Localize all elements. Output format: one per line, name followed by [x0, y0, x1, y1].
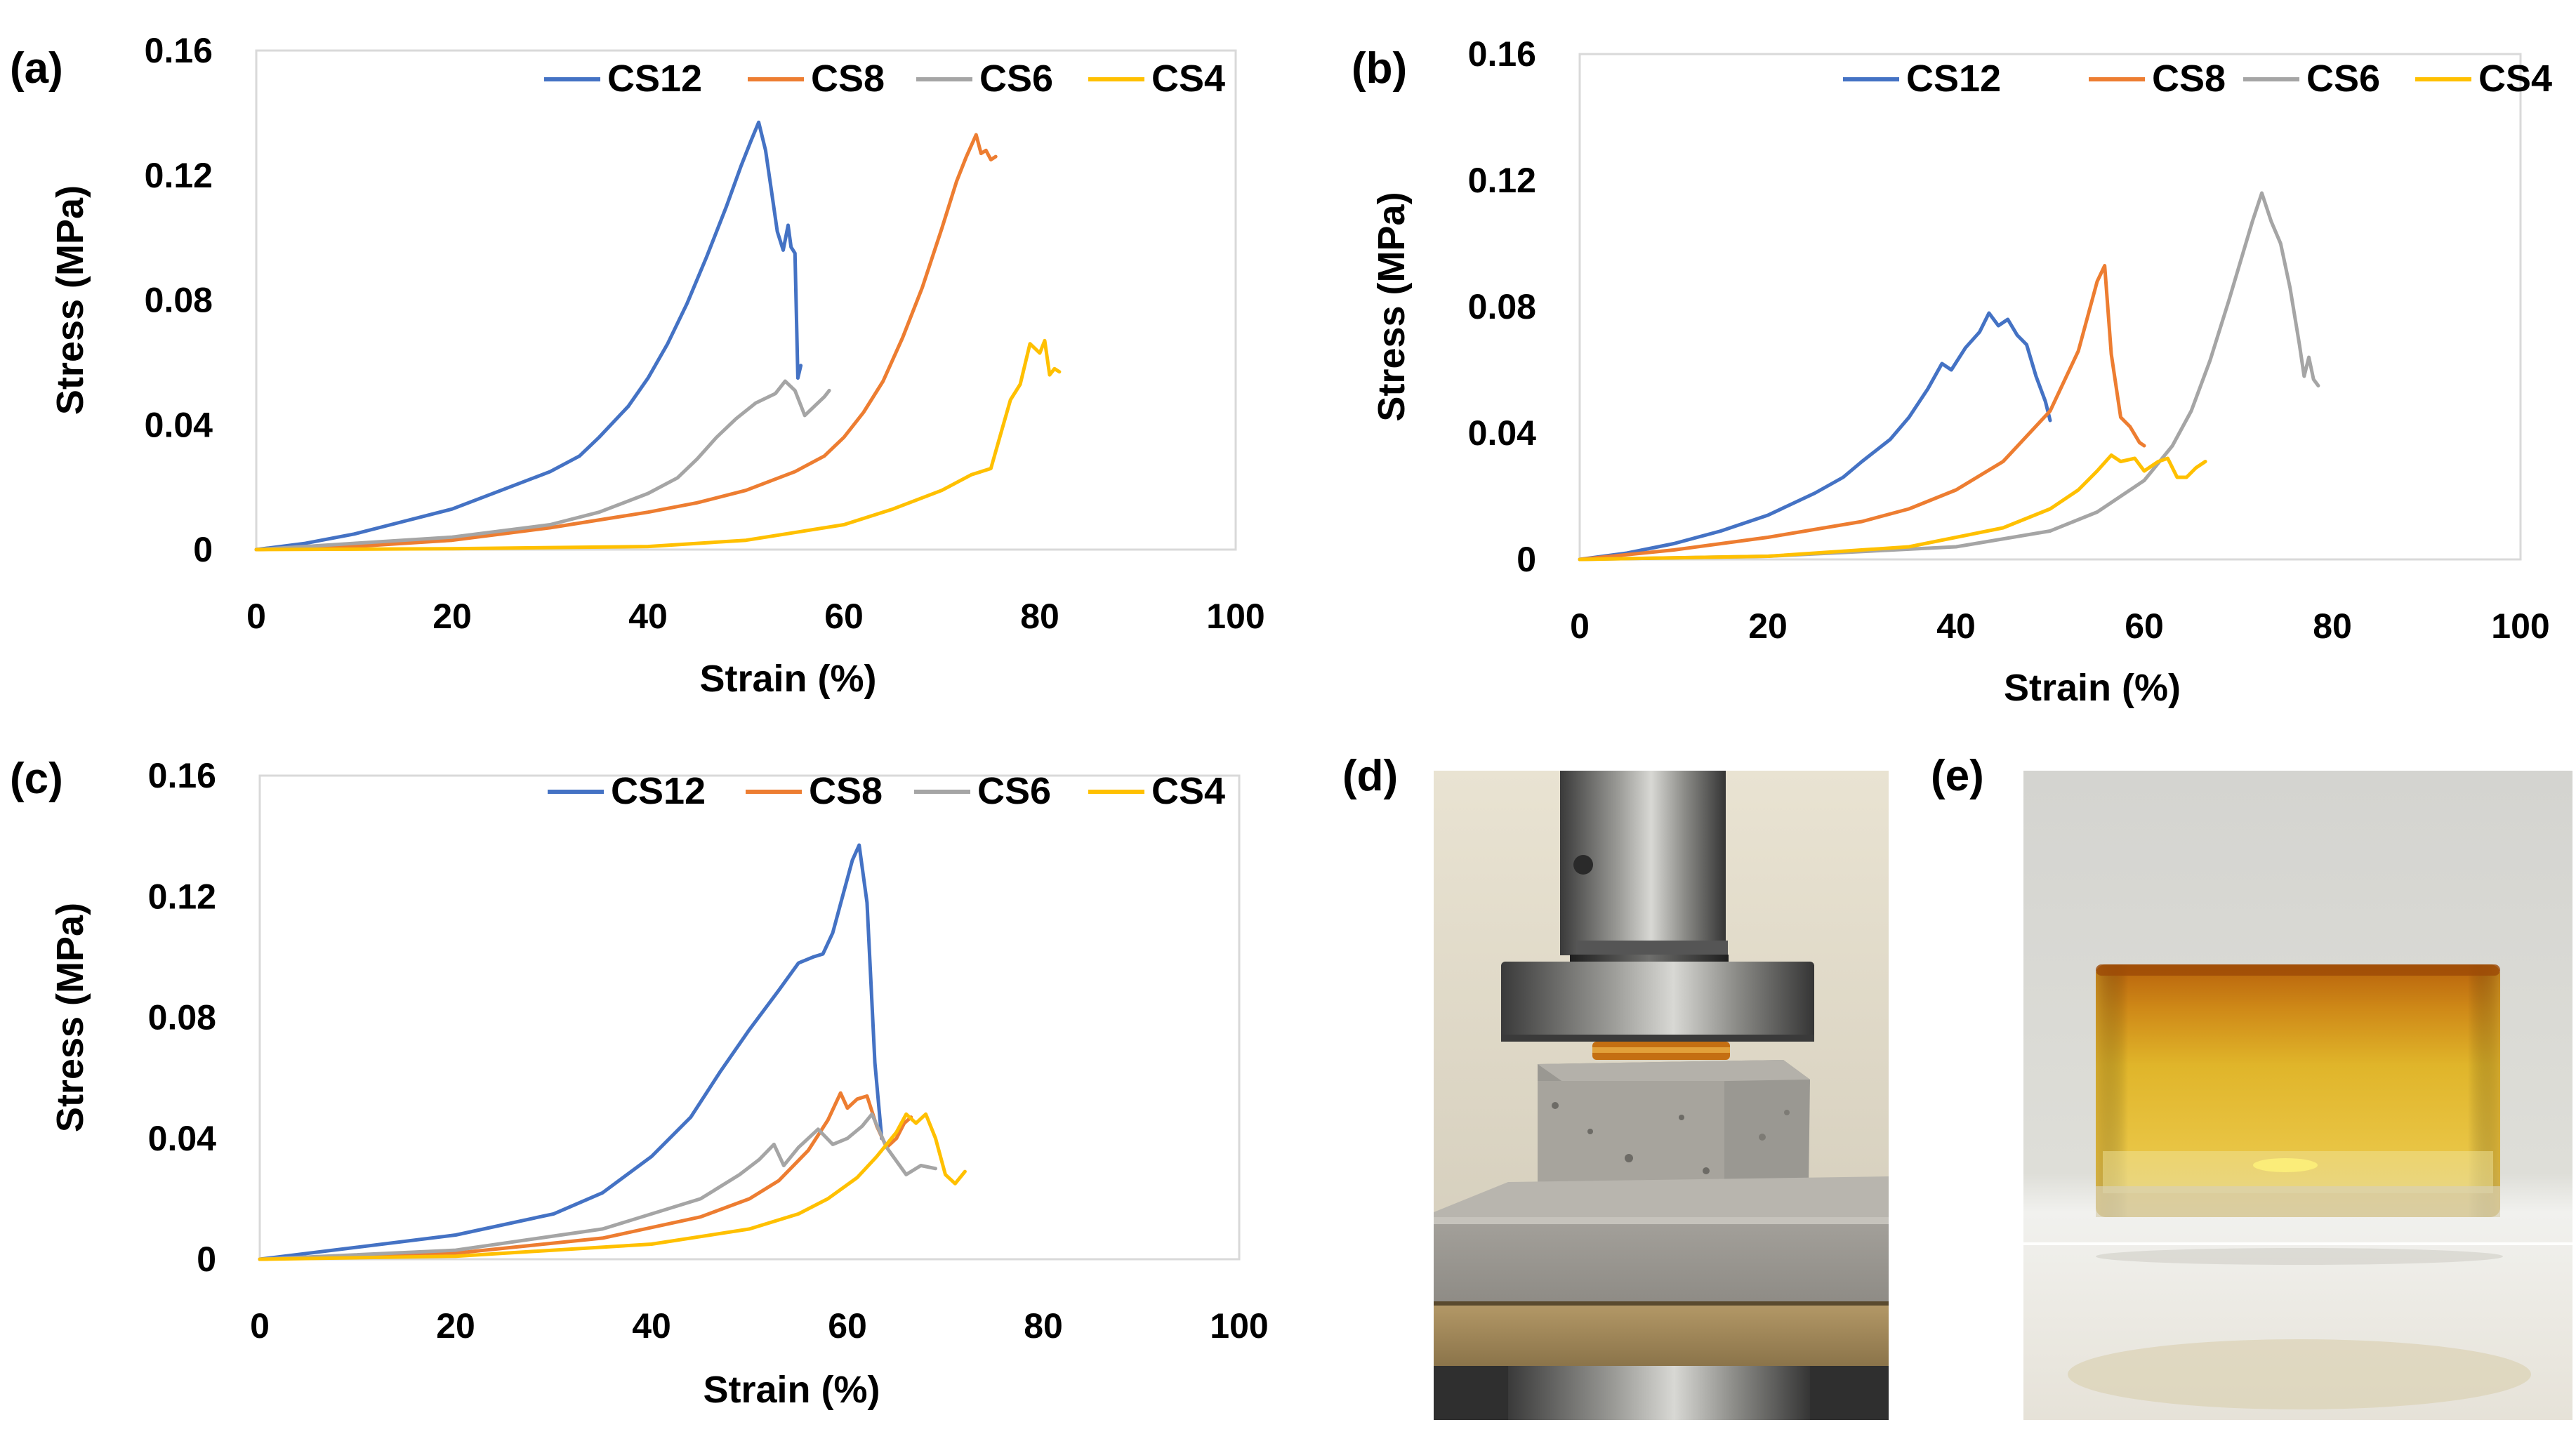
panel-letter-e: (e) — [1931, 752, 1984, 800]
panel-letter-d: (d) — [1342, 752, 1398, 800]
y-tick-label: 0.04 — [148, 1119, 217, 1158]
x-tick-label: 0 — [246, 597, 266, 636]
x-tick-label: 60 — [828, 1306, 867, 1346]
y-tick-label: 0.12 — [145, 156, 213, 195]
series-line-cs4 — [254, 338, 1062, 552]
x-axis-title: Strain (%) — [703, 1369, 880, 1411]
y-tick-label: 0 — [1517, 540, 1536, 579]
photo-panel-e: (e) — [1931, 752, 2572, 1420]
chart-panel-b: (b) 0 0.04 0.08 0.12 0.16 0 20 40 60 80 100 Strain (… — [1352, 34, 2552, 709]
series-line-cs12 — [254, 120, 803, 552]
x-tick-label: 20 — [1748, 606, 1788, 646]
panel-letter: (b) — [1352, 44, 1407, 93]
x-tick-label: 100 — [2491, 606, 2549, 646]
series-line-cs8 — [258, 1091, 913, 1261]
x-tick-label: 60 — [2125, 606, 2164, 646]
x-tick-label: 100 — [1210, 1306, 1268, 1346]
y-tick-label: 0 — [197, 1240, 216, 1279]
y-axis-title: Stress (MPa) — [49, 903, 91, 1132]
legend-label-cs4: CS4 — [1151, 770, 1225, 812]
chart-panel-a: (a) 0 0.04 0.08 0.12 0.16 0 20 40 60 80 100 Strain (… — [10, 31, 1265, 700]
x-tick-label: 0 — [1570, 606, 1590, 646]
x-tick-label: 40 — [628, 597, 668, 636]
series-line-cs6 — [258, 1112, 937, 1261]
panel-letter: (a) — [10, 44, 63, 93]
legend-label-cs12: CS12 — [1906, 58, 2001, 100]
chart-panel-c: (c) 0 0.04 0.08 0.12 0.16 0 20 40 60 80 100 Strain (… — [10, 755, 1269, 1411]
y-tick-label: 0.16 — [148, 756, 216, 795]
plot-area — [1578, 53, 2522, 561]
x-tick-label: 40 — [1936, 606, 1976, 646]
plot-area — [258, 774, 1241, 1261]
legend-label-cs12: CS12 — [607, 58, 702, 100]
series-line-cs8 — [1578, 264, 2146, 562]
x-tick-label: 80 — [1020, 597, 1059, 636]
series-line-cs8 — [254, 133, 998, 552]
x-tick-label: 80 — [2313, 606, 2352, 646]
y-tick-label: 0.12 — [148, 877, 216, 916]
legend-label-cs8: CS8 — [2152, 58, 2226, 100]
hydrogel-specimen-photo — [2023, 771, 2572, 1420]
legend-label-cs4: CS4 — [1151, 58, 1225, 100]
panel-letter: (c) — [10, 755, 63, 803]
y-tick-label: 0.16 — [1468, 34, 1536, 74]
x-tick-label: 40 — [632, 1306, 671, 1346]
legend-label-cs8: CS8 — [809, 770, 883, 812]
y-axis-title: Stress (MPa) — [1370, 192, 1413, 421]
y-tick-label: 0.16 — [145, 31, 213, 70]
series-line-cs4 — [258, 1112, 967, 1261]
y-tick-label: 0.08 — [148, 998, 216, 1037]
compression-test-photo — [1434, 771, 1889, 1420]
series-line-cs12 — [258, 843, 884, 1261]
legend-label-cs6: CS6 — [977, 770, 1051, 812]
series-line-cs6 — [254, 379, 831, 552]
y-axis-title: Stress (MPa) — [49, 185, 91, 415]
x-tick-label: 20 — [432, 597, 472, 636]
y-tick-label: 0.12 — [1468, 161, 1536, 200]
y-tick-label: 0.04 — [145, 405, 213, 444]
x-tick-label: 60 — [824, 597, 864, 636]
y-tick-label: 0 — [193, 530, 213, 569]
x-tick-label: 0 — [250, 1306, 270, 1346]
series-line-cs12 — [1578, 311, 2052, 562]
series-line-cs4 — [1578, 453, 2207, 562]
legend-label-cs6: CS6 — [979, 58, 1053, 100]
y-tick-label: 0.08 — [145, 281, 213, 320]
x-tick-label: 100 — [1206, 597, 1264, 636]
y-tick-label: 0.08 — [1468, 287, 1536, 326]
x-tick-label: 80 — [1024, 1306, 1063, 1346]
legend-label-cs12: CS12 — [611, 770, 706, 812]
legend-label-cs6: CS6 — [2306, 58, 2380, 100]
x-axis-title: Strain (%) — [699, 658, 876, 700]
x-axis-title: Strain (%) — [2004, 667, 2181, 709]
x-tick-label: 20 — [436, 1306, 475, 1346]
plot-area — [255, 49, 1237, 551]
y-tick-label: 0.04 — [1468, 413, 1537, 453]
photo-panel-d: (d) — [1342, 752, 1889, 1420]
series-line-cs6 — [1578, 191, 2320, 562]
legend-label-cs8: CS8 — [811, 58, 885, 100]
legend-label-cs4: CS4 — [2478, 58, 2552, 100]
